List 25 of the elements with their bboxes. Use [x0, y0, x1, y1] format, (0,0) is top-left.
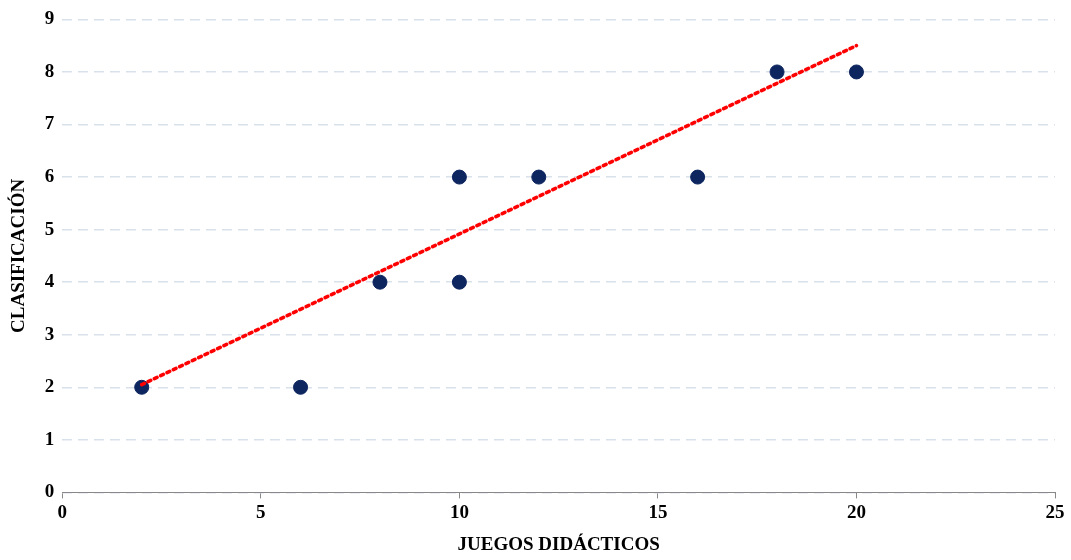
point [769, 64, 785, 80]
point [293, 379, 309, 395]
y-tick-label: 7 [44, 112, 55, 134]
point [690, 169, 706, 185]
y-axis-title: CLASIFICACIÓN [7, 178, 29, 333]
point [531, 169, 547, 185]
x-tick-label: 10 [449, 500, 469, 522]
y-tick-label: 6 [44, 164, 55, 186]
x-tick-label: 5 [256, 500, 266, 522]
y-tick-label: 2 [44, 375, 55, 397]
point [848, 64, 864, 80]
x-tick-label: 15 [648, 500, 668, 522]
y-tick-label: 1 [44, 427, 55, 449]
y-tick-label: 0 [44, 480, 55, 502]
y-tick-label: 8 [44, 59, 55, 81]
y-tick-label: 3 [44, 322, 55, 344]
point [451, 169, 467, 185]
x-axis-title: JUEGOS DIDÁCTICOS [457, 532, 660, 554]
y-tick-label: 9 [44, 7, 55, 29]
x-tick-label: 25 [1045, 500, 1065, 522]
point [451, 274, 467, 290]
point [372, 274, 388, 290]
y-tick-label: 4 [44, 270, 55, 292]
x-tick-label: 20 [846, 500, 866, 522]
y-tick-label: 5 [44, 217, 55, 239]
